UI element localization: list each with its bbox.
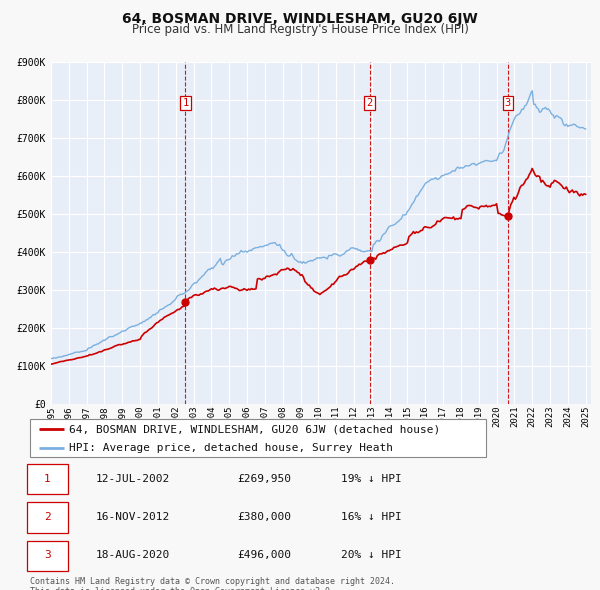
Text: 64, BOSMAN DRIVE, WINDLESHAM, GU20 6JW: 64, BOSMAN DRIVE, WINDLESHAM, GU20 6JW bbox=[122, 12, 478, 26]
FancyBboxPatch shape bbox=[27, 464, 68, 494]
Text: 16-NOV-2012: 16-NOV-2012 bbox=[95, 512, 170, 522]
FancyBboxPatch shape bbox=[30, 419, 486, 457]
Text: 64, BOSMAN DRIVE, WINDLESHAM, GU20 6JW (detached house): 64, BOSMAN DRIVE, WINDLESHAM, GU20 6JW (… bbox=[69, 424, 440, 434]
Text: 18-AUG-2020: 18-AUG-2020 bbox=[95, 550, 170, 560]
Text: Contains HM Land Registry data © Crown copyright and database right 2024.
This d: Contains HM Land Registry data © Crown c… bbox=[30, 577, 395, 590]
Text: 12-JUL-2002: 12-JUL-2002 bbox=[95, 474, 170, 484]
Text: 16% ↓ HPI: 16% ↓ HPI bbox=[341, 512, 402, 522]
Text: 1: 1 bbox=[44, 474, 51, 484]
Text: 3: 3 bbox=[44, 550, 51, 560]
Text: £380,000: £380,000 bbox=[238, 512, 292, 522]
Text: 20% ↓ HPI: 20% ↓ HPI bbox=[341, 550, 402, 560]
FancyBboxPatch shape bbox=[27, 502, 68, 533]
Text: 3: 3 bbox=[505, 98, 511, 108]
Text: £496,000: £496,000 bbox=[238, 550, 292, 560]
Text: £269,950: £269,950 bbox=[238, 474, 292, 484]
Text: Price paid vs. HM Land Registry's House Price Index (HPI): Price paid vs. HM Land Registry's House … bbox=[131, 23, 469, 36]
Text: 2: 2 bbox=[44, 512, 51, 522]
Text: 2: 2 bbox=[367, 98, 373, 108]
Text: HPI: Average price, detached house, Surrey Heath: HPI: Average price, detached house, Surr… bbox=[69, 442, 393, 453]
Text: 19% ↓ HPI: 19% ↓ HPI bbox=[341, 474, 402, 484]
Text: 1: 1 bbox=[182, 98, 188, 108]
FancyBboxPatch shape bbox=[27, 540, 68, 571]
